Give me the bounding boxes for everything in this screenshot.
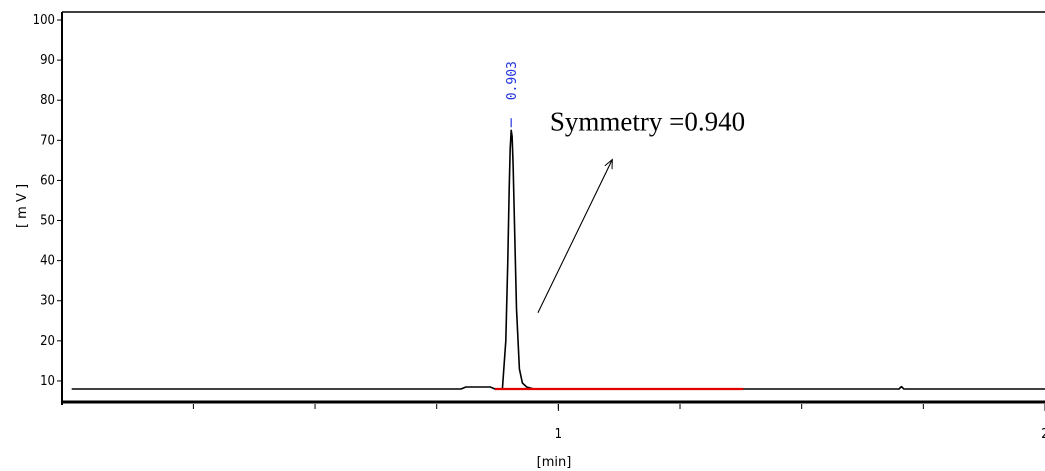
symmetry-annotation: Symmetry =0.940 bbox=[550, 106, 745, 136]
y-axis: 10 20 30 40 50 60 70 80 90 100 bbox=[33, 12, 63, 405]
plot-area: 0.903 bbox=[71, 61, 1045, 391]
y-tick-label: 90 bbox=[40, 53, 55, 68]
y-axis-label: [ m V ] bbox=[15, 184, 30, 228]
y-tick-label: 80 bbox=[40, 93, 55, 108]
y-tick-label: 50 bbox=[40, 214, 55, 229]
y-tick-label: 10 bbox=[40, 374, 55, 389]
y-tick-label: 20 bbox=[40, 334, 55, 349]
y-tick-label: 60 bbox=[40, 173, 55, 188]
y-tick-label: 70 bbox=[40, 133, 55, 148]
y-tick-label: 30 bbox=[40, 294, 55, 309]
annotation-layer: Symmetry =0.940 bbox=[537, 106, 745, 314]
x-axis-label: [min] bbox=[537, 455, 572, 470]
x-axis: 12 bbox=[62, 400, 1045, 442]
y-tick-label: 100 bbox=[33, 13, 55, 28]
x-tick-label: 1 bbox=[555, 427, 562, 442]
x-tick-label: 2 bbox=[1041, 427, 1045, 442]
peak-label: 0.903 bbox=[505, 61, 520, 100]
annotation-arrow bbox=[537, 160, 612, 314]
signal-trace bbox=[71, 129, 1045, 390]
y-tick-label: 40 bbox=[40, 254, 55, 269]
